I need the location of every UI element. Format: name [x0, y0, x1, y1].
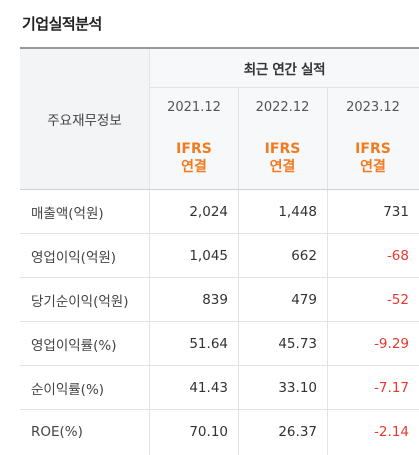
basis-2021: IFRS 연결 — [150, 127, 238, 189]
financial-table: 주요재무정보 최근 연간 실적 2021.12 2022.12 2023.12 … — [20, 47, 419, 455]
row-label: 매출액(억원) — [31, 205, 104, 222]
row-label: 영업이익(억원) — [31, 249, 117, 266]
section-title: 기업실적분석 — [22, 15, 102, 33]
table-cell: 26.37 — [278, 423, 317, 440]
table-cell: -2.14 — [374, 423, 409, 440]
basis-2022: IFRS 연결 — [238, 127, 327, 189]
basis-standard: IFRS — [176, 141, 212, 157]
table-cell: 70.10 — [189, 423, 228, 440]
table-cell: 1,448 — [278, 203, 317, 220]
row-label: ROE(%) — [31, 423, 83, 440]
table-cell: -7.17 — [374, 379, 409, 396]
period-2021: 2021.12 — [167, 99, 221, 115]
basis-scope: 연결 — [269, 159, 296, 175]
table-cell: 2,024 — [189, 203, 228, 220]
table-cell: -68 — [386, 247, 409, 264]
table-cell: 839 — [202, 291, 228, 308]
basis-2023: IFRS 연결 — [327, 127, 419, 189]
table-cell: 1,045 — [189, 247, 228, 264]
row-header-cell — [20, 49, 150, 189]
table-cell: 479 — [291, 291, 317, 308]
row-header-label: 주요재무정보 — [47, 113, 122, 129]
table-cell: 41.43 — [189, 379, 228, 396]
period-2022: 2022.12 — [255, 99, 310, 115]
column-header-area — [150, 49, 419, 189]
table-cell: -52 — [386, 291, 409, 308]
table-cell: 45.73 — [278, 335, 317, 352]
row-label: 영업이익률(%) — [31, 337, 117, 354]
table-cell: 51.64 — [189, 335, 228, 352]
table-cell: 33.10 — [278, 379, 317, 396]
row-label: 순이익률(%) — [31, 381, 105, 398]
basis-scope: 연결 — [181, 159, 207, 175]
row-label: 당기순이익(억원) — [31, 293, 129, 310]
table-cell: 662 — [291, 247, 317, 264]
period-2023: 2023.12 — [346, 99, 400, 115]
table-cell: 731 — [383, 203, 409, 220]
basis-standard: IFRS — [264, 141, 301, 157]
group-header: 최근 연간 실적 — [243, 62, 326, 78]
table-cell: -9.29 — [374, 335, 409, 352]
basis-standard: IFRS — [355, 141, 391, 157]
basis-scope: 연결 — [360, 159, 386, 175]
